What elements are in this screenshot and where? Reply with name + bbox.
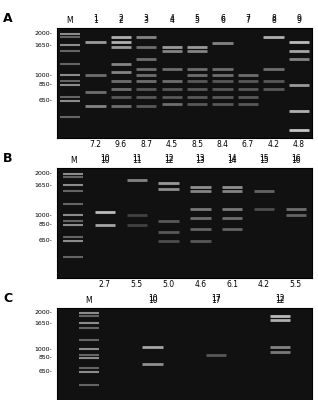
Text: 12: 12	[275, 296, 285, 305]
Text: 8: 8	[271, 16, 276, 25]
Text: 6: 6	[220, 16, 225, 25]
Text: 10: 10	[100, 154, 110, 163]
Text: A: A	[3, 12, 13, 25]
Text: 3: 3	[144, 16, 149, 25]
Text: 8: 8	[271, 14, 276, 23]
Text: 2000-: 2000-	[34, 31, 52, 36]
Text: 850-: 850-	[38, 82, 52, 88]
Text: 11: 11	[132, 156, 142, 165]
Text: 850-: 850-	[38, 222, 52, 228]
Text: 13: 13	[196, 156, 205, 165]
Text: 1: 1	[93, 16, 98, 25]
Text: B: B	[3, 152, 13, 165]
Text: M: M	[70, 156, 76, 165]
Text: 10: 10	[100, 156, 110, 165]
Text: 5.5: 5.5	[131, 280, 143, 289]
Text: 1: 1	[93, 14, 98, 23]
Text: 9: 9	[296, 16, 301, 25]
Text: 850-: 850-	[38, 355, 52, 360]
Text: 4: 4	[169, 16, 174, 25]
Text: 11: 11	[132, 154, 142, 163]
Text: 650-: 650-	[38, 369, 52, 374]
Text: 4: 4	[169, 14, 174, 23]
Text: 2000-: 2000-	[34, 171, 52, 176]
Text: 10: 10	[148, 296, 157, 305]
Text: C: C	[3, 292, 12, 305]
Text: 2: 2	[119, 14, 123, 23]
Text: 4.2: 4.2	[258, 280, 270, 289]
Text: 1650-: 1650-	[34, 183, 52, 188]
Text: 1650-: 1650-	[34, 43, 52, 48]
Text: 7.2: 7.2	[89, 140, 101, 149]
Text: 8.7: 8.7	[140, 140, 152, 149]
Text: 16: 16	[291, 154, 301, 163]
Text: 16: 16	[291, 156, 301, 165]
Text: M: M	[67, 16, 73, 25]
Text: 1650-: 1650-	[34, 320, 52, 326]
Text: 8.5: 8.5	[191, 140, 203, 149]
Text: 13: 13	[196, 154, 205, 163]
Text: 14: 14	[227, 154, 237, 163]
Text: 4.2: 4.2	[267, 140, 280, 149]
Text: 9: 9	[296, 14, 301, 23]
Text: 7: 7	[245, 14, 251, 23]
Text: 15: 15	[259, 154, 269, 163]
Text: 8.4: 8.4	[217, 140, 229, 149]
Text: 6: 6	[220, 14, 225, 23]
Text: 4.6: 4.6	[194, 280, 206, 289]
Text: 15: 15	[259, 156, 269, 165]
Text: 6.7: 6.7	[242, 140, 254, 149]
Text: M: M	[86, 296, 92, 305]
Text: 12: 12	[164, 154, 173, 163]
Text: 7: 7	[245, 16, 251, 25]
Text: 2: 2	[119, 16, 123, 25]
Text: 17: 17	[211, 296, 221, 305]
Text: 3: 3	[144, 14, 149, 23]
Text: 1000-: 1000-	[34, 73, 52, 78]
Text: 650-: 650-	[38, 98, 52, 104]
Text: 12: 12	[275, 294, 285, 303]
Text: 1000-: 1000-	[34, 213, 52, 218]
Text: 6.1: 6.1	[226, 280, 238, 289]
Text: 650-: 650-	[38, 238, 52, 244]
Text: 1000-: 1000-	[34, 347, 52, 352]
Text: 5: 5	[195, 14, 200, 23]
Text: 2000-: 2000-	[34, 310, 52, 316]
Text: 9.6: 9.6	[115, 140, 127, 149]
Text: 12: 12	[164, 156, 173, 165]
Text: 4.8: 4.8	[293, 140, 305, 149]
Text: 10: 10	[148, 294, 157, 303]
Text: 5.0: 5.0	[162, 280, 175, 289]
Text: 14: 14	[227, 156, 237, 165]
Text: 5: 5	[195, 16, 200, 25]
Text: 4.5: 4.5	[166, 140, 178, 149]
Text: 17: 17	[211, 294, 221, 303]
Text: 5.5: 5.5	[290, 280, 302, 289]
Text: 2.7: 2.7	[99, 280, 111, 289]
